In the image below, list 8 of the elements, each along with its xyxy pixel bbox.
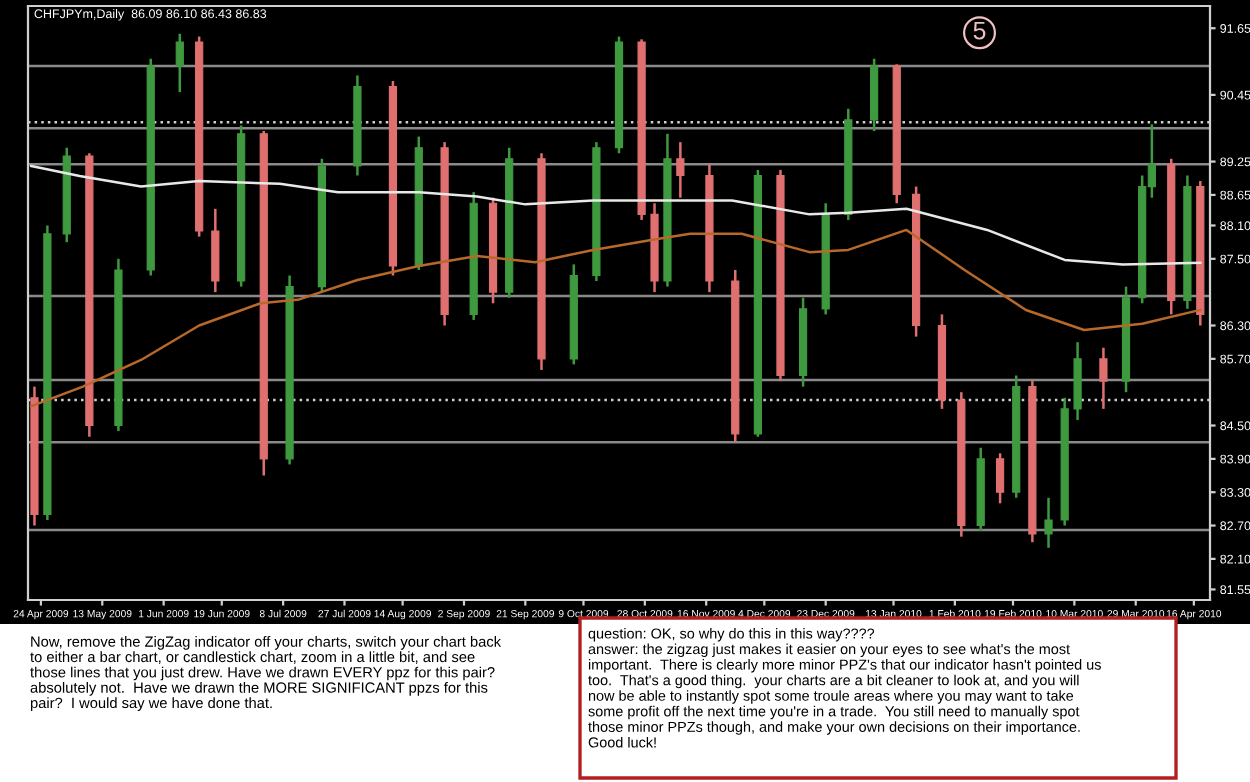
annotation: 5 xyxy=(973,22,986,40)
line-series xyxy=(29,228,1202,408)
line-series xyxy=(29,164,1202,266)
candlestick xyxy=(995,452,1005,505)
candlestick xyxy=(175,32,184,94)
candlestick xyxy=(1044,496,1053,550)
candlestick xyxy=(1099,346,1108,411)
candlestick xyxy=(676,140,685,199)
